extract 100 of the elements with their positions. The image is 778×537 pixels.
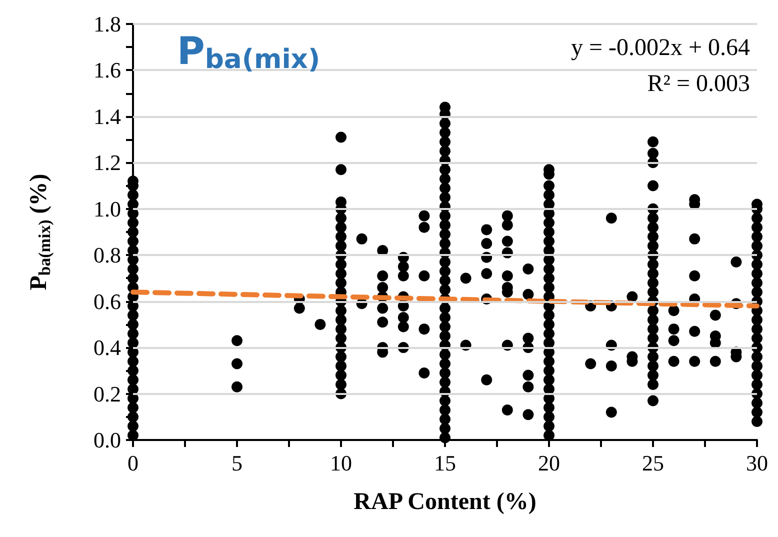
point	[440, 136, 450, 148]
y-tick-label: 0.2	[94, 381, 121, 406]
point	[544, 180, 554, 192]
point	[648, 286, 658, 298]
point	[648, 379, 658, 390]
point	[648, 180, 658, 192]
y-tick-label: 0.0	[94, 428, 121, 452]
point	[128, 374, 138, 386]
point	[752, 324, 762, 335]
point	[440, 358, 450, 370]
point	[336, 258, 346, 270]
point	[752, 416, 762, 428]
point	[648, 351, 658, 362]
point	[128, 420, 138, 432]
x-tick-label: 30	[746, 450, 768, 476]
point	[752, 314, 762, 326]
point	[440, 376, 450, 388]
point	[336, 332, 346, 344]
point	[440, 422, 450, 434]
point	[544, 272, 554, 284]
point	[544, 411, 554, 422]
point	[544, 402, 554, 414]
x-axis-title: RAP Content (%)	[354, 489, 536, 515]
point	[752, 351, 762, 362]
point	[648, 268, 658, 280]
y-tick-label: 0.4	[94, 335, 121, 360]
point	[648, 258, 658, 270]
point	[440, 118, 450, 129]
point	[440, 302, 450, 314]
point	[440, 266, 450, 277]
point	[440, 220, 450, 231]
x-tick-label: 5	[232, 450, 242, 476]
point	[336, 212, 346, 224]
point	[440, 256, 450, 268]
point	[544, 217, 554, 228]
y-axis-title: Pba(mix) (%)	[26, 174, 54, 290]
point	[752, 268, 762, 280]
point	[648, 395, 658, 406]
point	[336, 379, 346, 390]
point	[128, 217, 138, 228]
point	[440, 404, 450, 416]
point	[752, 258, 762, 270]
y-tick-label: 1.6	[94, 58, 121, 83]
point	[336, 370, 346, 381]
point	[648, 360, 658, 372]
point	[336, 164, 346, 176]
point	[544, 236, 554, 247]
point	[440, 238, 450, 250]
point	[440, 321, 450, 332]
point	[544, 356, 554, 367]
point	[128, 190, 138, 201]
point	[648, 231, 658, 242]
point	[648, 314, 658, 326]
point	[440, 284, 450, 296]
point	[440, 348, 450, 360]
point	[544, 310, 554, 321]
point	[336, 351, 346, 362]
point	[440, 275, 450, 286]
point	[336, 324, 346, 335]
point	[336, 277, 346, 288]
point	[128, 402, 138, 414]
annotation: R² = 0.003	[647, 71, 750, 97]
point	[544, 328, 554, 340]
point	[128, 365, 138, 376]
point	[440, 414, 450, 425]
point	[544, 263, 554, 274]
point	[128, 226, 138, 238]
point	[128, 236, 138, 247]
point	[544, 374, 554, 386]
x-tick-label: 15	[434, 450, 456, 476]
point	[648, 212, 658, 224]
point	[128, 318, 138, 330]
x-tick-label: 25	[642, 450, 664, 476]
point	[440, 228, 450, 240]
point	[648, 332, 658, 344]
point	[440, 312, 450, 324]
x-tick-label: 20	[538, 450, 560, 476]
point	[440, 432, 450, 444]
point	[544, 318, 554, 330]
point	[440, 330, 450, 342]
y-tick-label: 0.8	[94, 242, 121, 268]
y-tick-label: 1.2	[94, 150, 121, 176]
point	[648, 324, 658, 335]
point	[752, 398, 762, 409]
point	[544, 365, 554, 376]
y-tick-label: 1.8	[94, 12, 121, 36]
point	[752, 240, 762, 252]
point	[752, 379, 762, 390]
point	[544, 226, 554, 238]
point	[336, 305, 346, 316]
point	[648, 222, 658, 233]
point	[128, 310, 138, 321]
point	[648, 240, 658, 252]
y-tick-label: 0.6	[94, 288, 121, 314]
annotation: y = -0.002x + 0.64	[570, 35, 750, 61]
point	[128, 272, 138, 284]
point	[752, 222, 762, 233]
point	[752, 360, 762, 372]
point	[544, 282, 554, 293]
point	[336, 268, 346, 280]
